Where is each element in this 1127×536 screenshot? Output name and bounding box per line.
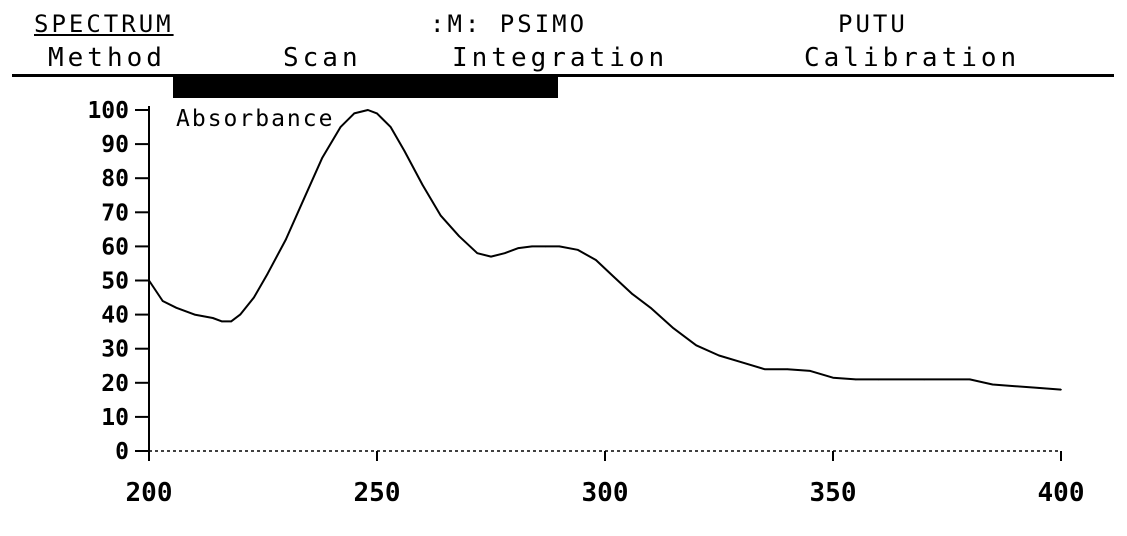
data-point-0-25 (517, 247, 520, 249)
data-point-0-26 (531, 245, 533, 248)
y-tick-label-0: 0 (115, 439, 129, 465)
data-point-0-30 (595, 259, 597, 261)
submenu-highlight-bar[interactable] (173, 77, 558, 98)
data-point-0-19 (421, 184, 424, 186)
user-label: PUTU (838, 10, 908, 38)
data-point-0-10 (285, 238, 287, 241)
data-point-0-49 (1060, 388, 1062, 391)
data-point-0-17 (389, 126, 392, 128)
data-point-0-2 (175, 306, 178, 309)
data-point-0-9 (266, 272, 269, 275)
y-tick-label-70: 70 (101, 200, 129, 226)
data-point-0-27 (544, 245, 547, 248)
data-point-0-0 (148, 279, 150, 282)
data-point-0-34 (672, 327, 675, 330)
y-tick-label-30: 30 (101, 337, 129, 363)
data-point-0-6 (230, 320, 232, 323)
data-point-0-21 (458, 235, 460, 237)
x-tick-label-250: 250 (354, 478, 401, 508)
data-point-0-46 (991, 383, 994, 386)
y-tick-label-40: 40 (101, 303, 129, 329)
menu-item-scan[interactable]: Scan (283, 43, 362, 73)
data-point-0-39 (786, 368, 789, 370)
data-point-0-18 (403, 150, 406, 152)
data-point-0-8 (253, 296, 255, 299)
series-label-0: Absorbance (176, 106, 334, 132)
menu-item-integration[interactable]: Integration (452, 43, 669, 73)
data-point-0-42 (855, 378, 857, 381)
y-tick-label-50: 50 (101, 269, 129, 295)
data-point-0-14 (353, 112, 356, 115)
data-point-0-36 (718, 354, 720, 357)
data-point-0-11 (303, 197, 305, 200)
data-point-0-23 (490, 255, 492, 258)
method-label: :M: PSIMO (430, 10, 588, 38)
data-point-0-37 (741, 361, 743, 364)
menu-divider (12, 74, 1114, 77)
y-tick-label-20: 20 (101, 371, 129, 397)
y-tick-label-10: 10 (101, 405, 129, 431)
data-point-0-1 (161, 300, 164, 302)
data-point-0-15 (367, 109, 369, 111)
data-point-0-22 (476, 252, 479, 255)
series-line-0 (148, 109, 1062, 391)
data-point-0-48 (1037, 387, 1039, 389)
x-tick-label-350: 350 (810, 478, 857, 508)
data-point-0-33 (649, 306, 652, 309)
y-tick-label-80: 80 (101, 166, 129, 192)
data-point-0-47 (1014, 385, 1017, 388)
data-point-0-45 (969, 378, 971, 381)
data-point-0-44 (923, 378, 925, 381)
data-point-0-20 (440, 214, 442, 217)
x-tick-label-200: 200 (126, 478, 173, 508)
data-point-0-5 (221, 320, 223, 323)
data-point-0-29 (576, 249, 579, 251)
x-tick-label-300: 300 (582, 478, 629, 508)
data-point-0-35 (695, 344, 697, 347)
data-point-0-3 (193, 313, 196, 316)
y-tick-label-100: 100 (87, 98, 129, 124)
mode-title: SPECTRUM (34, 10, 174, 38)
data-point-0-12 (321, 156, 324, 159)
data-point-0-7 (239, 313, 241, 316)
x-tick-label-400: 400 (1038, 478, 1085, 508)
data-point-0-41 (832, 376, 834, 379)
data-point-0-24 (503, 252, 506, 255)
mode-title-text: SPECTRUM (34, 10, 174, 38)
y-tick-label-90: 90 (101, 132, 129, 158)
data-point-0-13 (339, 126, 342, 128)
data-point-0-4 (212, 317, 214, 319)
data-point-0-43 (877, 378, 880, 381)
data-point-0-38 (763, 368, 766, 370)
data-point-0-32 (631, 293, 634, 295)
y-tick-label-60: 60 (101, 234, 129, 260)
menu-item-method[interactable]: Method (48, 43, 166, 73)
menu-item-calibration[interactable]: Calibration (804, 43, 1021, 73)
data-point-0-31 (613, 276, 615, 278)
data-point-0-16 (376, 112, 378, 115)
data-point-0-40 (809, 370, 811, 372)
data-point-0-28 (558, 245, 561, 248)
